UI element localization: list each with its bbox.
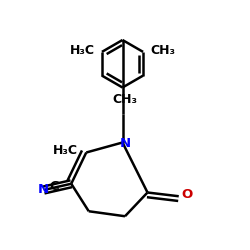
Text: C: C <box>49 180 59 192</box>
Text: H₃C: H₃C <box>70 44 94 57</box>
Text: N: N <box>38 183 49 196</box>
Text: CH₃: CH₃ <box>112 93 138 106</box>
Text: CH₃: CH₃ <box>150 44 175 57</box>
Text: O: O <box>181 188 192 201</box>
Text: H₃C: H₃C <box>52 144 78 157</box>
Text: N: N <box>120 137 130 150</box>
